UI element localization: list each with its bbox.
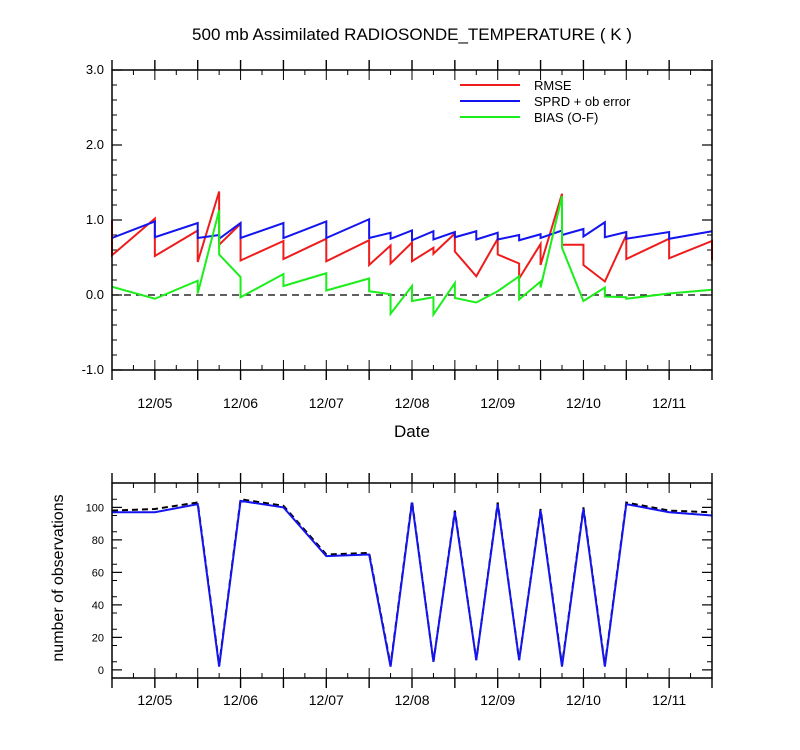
bottom-y-tick-label: 40 (92, 600, 104, 612)
top-series-sprd-ob-error (111, 217, 713, 242)
legend-label-rmse: RMSE (534, 78, 572, 93)
x-axis-label: Date (394, 422, 430, 441)
top-y-tick-label: 1.0 (86, 212, 104, 227)
top-x-tick-label: 12/10 (566, 395, 601, 411)
y-axis-label-bottom: number of observations (50, 494, 67, 661)
top-x-tick-label: 12/05 (137, 395, 172, 411)
bottom-y-tick-label: 80 (92, 535, 104, 547)
top-y-tick-label: 0.0 (86, 287, 104, 302)
bottom-x-tick-label: 12/09 (480, 692, 515, 708)
bottom-x-tick-label: 12/08 (394, 692, 429, 708)
bottom-plot-frame (111, 482, 713, 679)
bottom-y-tick-label: 60 (92, 567, 104, 579)
top-x-tick-label: 12/11 (652, 395, 686, 411)
top-x-tick-label: 12/07 (309, 395, 344, 411)
bottom-x-tick-label: 12/06 (223, 692, 258, 708)
top-y-tick-label: 3.0 (86, 62, 104, 77)
bottom-series-observations-possible (111, 498, 713, 666)
top-y-tick-label: -1.0 (82, 362, 104, 377)
top-series-bias-o-f (111, 195, 713, 318)
legend-label-sprd-ob-error: SPRD + ob error (534, 94, 631, 109)
bottom-y-tick-label: 0 (98, 665, 104, 677)
bottom-x-tick-label: 12/05 (137, 692, 172, 708)
bottom-x-tick-label: 12/07 (309, 692, 344, 708)
top-x-tick-label: 12/08 (394, 395, 429, 411)
legend-label-bias-o-f: BIAS (O-F) (534, 110, 598, 125)
bottom-x-tick-label: 12/11 (652, 692, 686, 708)
top-y-tick-label: 2.0 (86, 137, 104, 152)
bottom-series-observations-used (112, 499, 713, 667)
bottom-y-tick-label: 20 (92, 632, 104, 644)
bottom-x-tick-label: 12/10 (566, 692, 601, 708)
top-x-tick-label: 12/06 (223, 395, 258, 411)
chart-title: 500 mb Assimilated RADIOSONDE_TEMPERATUR… (192, 25, 632, 44)
bottom-y-tick-label: 100 (86, 502, 104, 514)
top-plot-frame (111, 69, 713, 371)
top-x-tick-label: 12/09 (480, 395, 515, 411)
